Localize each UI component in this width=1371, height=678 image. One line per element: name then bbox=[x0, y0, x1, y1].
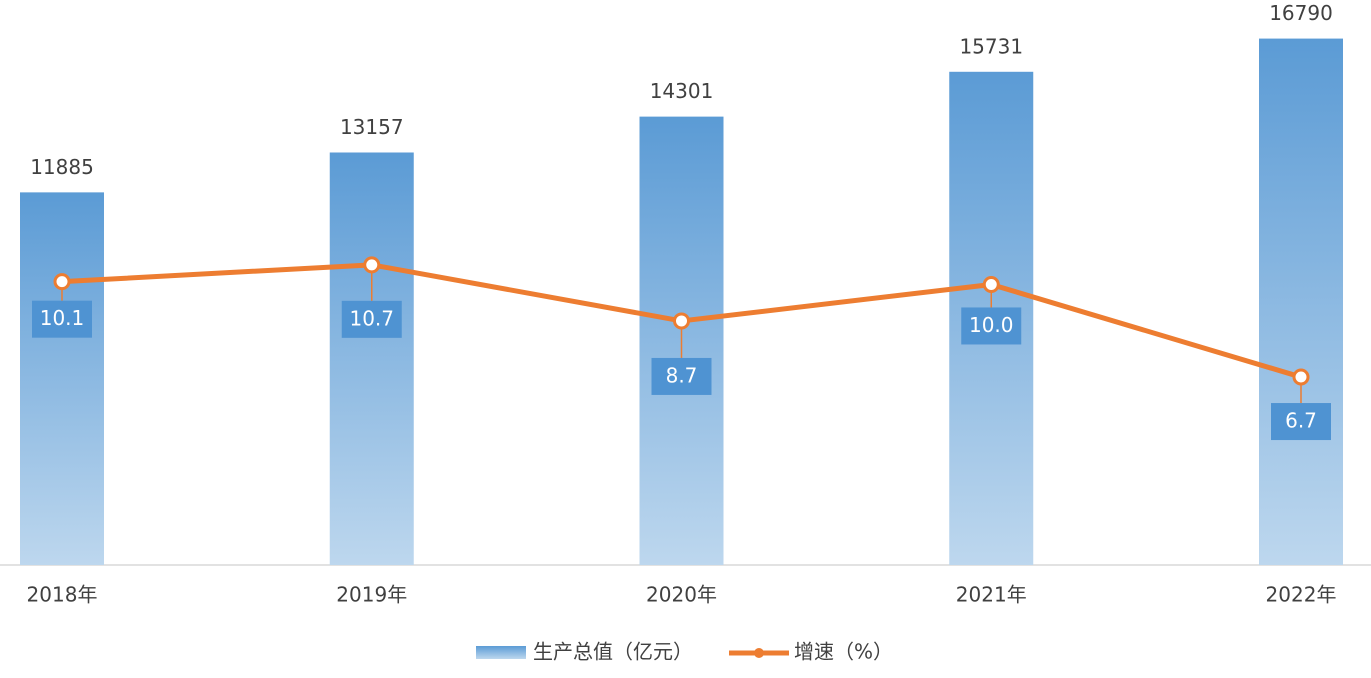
bar bbox=[1259, 38, 1343, 566]
bar-value-label: 15731 bbox=[959, 34, 1023, 58]
bar bbox=[329, 152, 414, 565]
bar bbox=[20, 192, 104, 565]
line-marker bbox=[673, 312, 690, 330]
value-label-box bbox=[32, 300, 92, 338]
legend-label: 增速（%） bbox=[794, 640, 893, 664]
line-value-label: 6.7 bbox=[1285, 409, 1317, 433]
legend-swatch bbox=[476, 646, 526, 659]
bar-value-label: 14301 bbox=[650, 79, 714, 103]
value-label-box bbox=[341, 300, 402, 338]
value-label-box bbox=[1271, 403, 1331, 441]
bar-value-label: 13157 bbox=[340, 115, 404, 139]
line-marker bbox=[53, 273, 71, 291]
x-tick-label: 2021年 bbox=[956, 583, 1027, 607]
line-value-label: 8.7 bbox=[666, 363, 698, 387]
line-value-label: 10.7 bbox=[349, 306, 394, 330]
value-label-box bbox=[651, 357, 712, 395]
line-value-label: 10.0 bbox=[969, 313, 1014, 337]
line-marker bbox=[982, 275, 1000, 293]
line-marker bbox=[1292, 368, 1310, 386]
legend-marker bbox=[754, 648, 764, 658]
line-value-label: 10.1 bbox=[40, 306, 85, 330]
value-label-box bbox=[961, 307, 1022, 345]
line-marker bbox=[363, 256, 381, 274]
x-tick-label: 2018年 bbox=[27, 583, 98, 607]
x-tick-label: 2020年 bbox=[646, 583, 717, 607]
x-tick-label: 2022年 bbox=[1266, 583, 1337, 607]
x-tick-label: 2019年 bbox=[336, 583, 407, 607]
bar-value-label: 11885 bbox=[30, 155, 94, 179]
bar-value-label: 16790 bbox=[1269, 1, 1333, 25]
legend-label: 生产总值（亿元） bbox=[533, 640, 693, 664]
